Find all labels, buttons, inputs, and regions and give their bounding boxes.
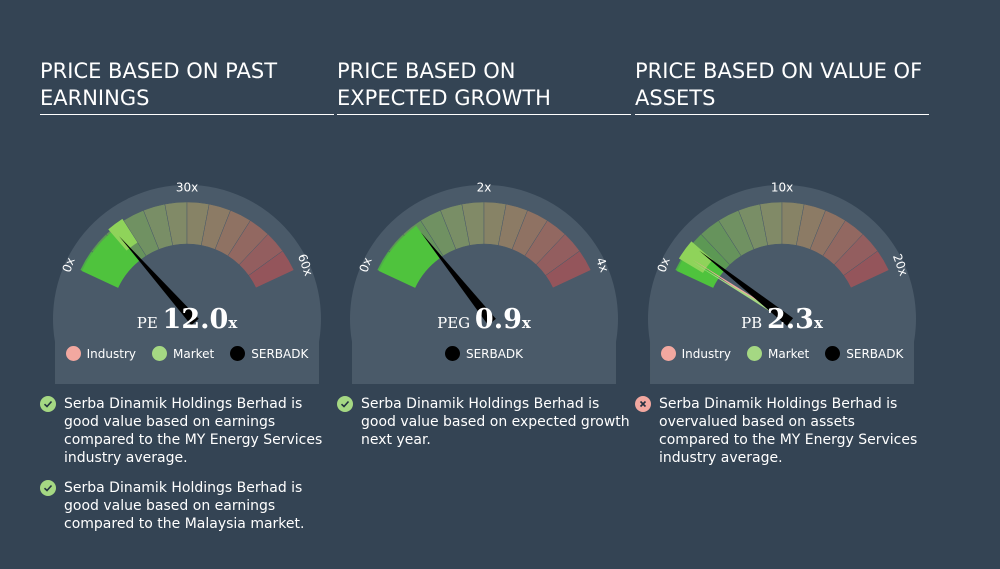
verdict-item: Serba Dinamik Holdings Berhad is overval… [635, 395, 929, 467]
verdict-list: Serba Dinamik Holdings Berhad is good va… [337, 395, 631, 461]
gauge-segment [545, 250, 592, 289]
value-readout: PE 12.0x [137, 304, 239, 335]
market-band [108, 218, 138, 251]
legend-item-company: SERBADK [825, 346, 903, 361]
legend-dot [747, 346, 762, 361]
legend-item-company: SERBADK [230, 346, 308, 361]
check-icon [40, 396, 56, 412]
market-needle [691, 261, 791, 324]
legend-label: Industry [86, 346, 136, 361]
tick-label: 4x [593, 256, 611, 275]
legend-label: SERBADK [846, 346, 904, 361]
legend-item-market: Market [152, 346, 214, 361]
metric-value: 12.0 [163, 304, 229, 335]
legend-dot [152, 346, 167, 361]
legend-label: Market [173, 346, 215, 361]
verdict-item: Serba Dinamik Holdings Berhad is good va… [40, 479, 334, 533]
panel-value-of-assets: PRICE BASED ON VALUE OF ASSETS 0x 10x 20x P… [635, 0, 929, 569]
tick-label: 0x [357, 256, 375, 275]
legend: Industry Market SERBADK [40, 346, 334, 361]
verdict-text: Serba Dinamik Holdings Berhad is overval… [659, 396, 918, 466]
company-needle [699, 250, 794, 326]
tick-label: 0x [655, 256, 673, 275]
panel-title: PRICE BASED ON VALUE OF ASSETS [635, 58, 929, 115]
verdict-text: Serba Dinamik Holdings Berhad is good va… [64, 480, 305, 532]
check-icon [337, 396, 353, 412]
legend-label: SERBADK [465, 346, 524, 361]
metric-unit: x [814, 314, 824, 332]
company-needle [420, 232, 496, 326]
value-readout: PEG 0.9x [437, 304, 532, 335]
legend-item-industry: Industry [660, 346, 731, 361]
tick-label: 0x [60, 256, 78, 275]
legend-dot [230, 346, 246, 361]
verdict-item: Serba Dinamik Holdings Berhad is good va… [40, 395, 334, 467]
gauge-segment [248, 250, 295, 289]
gauge-segment [843, 250, 890, 289]
pe-gauge: 0x 30x 60x PE 12.0x [40, 160, 334, 384]
legend: SERBADK [337, 346, 631, 361]
peg-gauge: 0x 2x 4x PEG 0.9x [337, 160, 631, 384]
company-needle [119, 236, 199, 326]
legend-label: Industry [681, 346, 731, 361]
legend-item-market: Market [747, 346, 809, 361]
company-band [378, 225, 440, 288]
verdict-list: Serba Dinamik Holdings Berhad is overval… [635, 395, 929, 479]
legend-label: SERBADK [251, 346, 309, 361]
panel-title: PRICE BASED ON EXPECTED GROWTH [337, 58, 631, 115]
verdict-text: Serba Dinamik Holdings Berhad is good va… [361, 396, 630, 448]
verdict-text: Serba Dinamik Holdings Berhad is good va… [64, 396, 323, 466]
legend-dot [660, 346, 676, 361]
peg-gauge-svg: 0x 2x 4x PEG 0.9x [350, 181, 618, 384]
metric-label: PEG [437, 314, 475, 332]
panel-past-earnings: PRICE BASED ON PAST EARNINGS 0x 30x 60x PE … [40, 0, 334, 569]
metric-label: PE [137, 314, 163, 332]
legend-item-company: SERBADK [444, 346, 524, 361]
panel-title: PRICE BASED ON PAST EARNINGS [40, 58, 334, 115]
verdict-item: Serba Dinamik Holdings Berhad is good va… [337, 395, 631, 449]
legend-dot [444, 346, 460, 361]
metric-unit: x [228, 314, 238, 332]
legend-label: Market [768, 346, 810, 361]
verdict-list: Serba Dinamik Holdings Berhad is good va… [40, 395, 334, 545]
metric-value: 2.3 [767, 304, 814, 335]
metric-label: PB [741, 314, 767, 332]
tick-label: 30x [176, 181, 198, 195]
cross-icon [635, 396, 651, 412]
metric-unit: x [522, 314, 532, 332]
value-readout: PB 2.3x [741, 304, 824, 335]
panel-expected-growth: PRICE BASED ON EXPECTED GROWTH 0x 2x 4x PEG… [337, 0, 631, 569]
legend-item-industry: Industry [65, 346, 136, 361]
legend: Industry Market SERBADK [635, 346, 929, 361]
legend-dot [65, 346, 81, 361]
legend-dot [825, 346, 841, 361]
tick-label: 10x [771, 181, 793, 195]
metric-value: 0.9 [475, 304, 522, 335]
tick-label: 2x [477, 181, 492, 195]
check-icon [40, 480, 56, 496]
pb-gauge: 0x 10x 20x PB 2.3x [635, 160, 929, 384]
market-band [678, 241, 713, 273]
